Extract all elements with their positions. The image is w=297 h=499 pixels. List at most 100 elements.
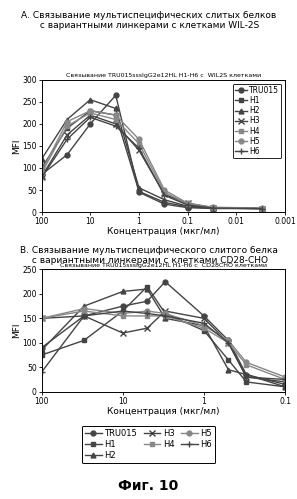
Line: H2: H2 — [39, 97, 264, 211]
H4 — [163, 313, 167, 319]
TRU015 — [163, 278, 167, 284]
H3 — [65, 132, 69, 138]
H2 — [65, 117, 69, 123]
H4 — [114, 117, 118, 123]
H2 — [137, 185, 141, 191]
TRU015 — [186, 205, 189, 211]
X-axis label: Концентрация (мкг/мл): Концентрация (мкг/мл) — [107, 228, 219, 237]
TRU015 — [202, 313, 206, 319]
H2 — [227, 367, 230, 373]
TRU015 — [137, 189, 141, 195]
H2 — [283, 384, 287, 390]
TRU015 — [163, 201, 166, 207]
H3 — [186, 200, 189, 206]
H5 — [40, 315, 43, 321]
H1 — [245, 379, 248, 385]
H1 — [121, 308, 124, 314]
H6 — [163, 192, 166, 198]
Y-axis label: MFI: MFI — [12, 323, 21, 338]
H3 — [137, 147, 141, 153]
H4 — [211, 205, 215, 211]
H6 — [82, 313, 86, 319]
TRU015 — [245, 372, 248, 378]
H4 — [260, 206, 264, 212]
TRU015 — [82, 313, 86, 319]
H4 — [121, 313, 124, 319]
TRU015 — [65, 152, 69, 158]
H3 — [163, 308, 167, 314]
H2 — [40, 156, 43, 162]
H5 — [211, 204, 215, 210]
H4 — [89, 110, 92, 116]
H3 — [245, 374, 248, 380]
H3 — [146, 325, 149, 331]
H4 — [82, 308, 86, 314]
H4 — [137, 141, 141, 147]
Y-axis label: MFI: MFI — [12, 138, 21, 154]
H4 — [245, 362, 248, 368]
H1 — [211, 205, 215, 211]
H5 — [65, 119, 69, 125]
H5 — [202, 323, 206, 329]
H3 — [114, 121, 118, 127]
H1 — [146, 283, 149, 289]
H5 — [163, 310, 167, 316]
H1 — [227, 357, 230, 363]
Legend: TRU015, H1, H2, H3, H4, H5, H6: TRU015, H1, H2, H3, H4, H5, H6 — [233, 84, 281, 158]
H6 — [114, 123, 118, 129]
H1 — [163, 200, 166, 206]
H3 — [82, 313, 86, 319]
TRU015 — [40, 345, 43, 351]
H6 — [186, 202, 189, 208]
H2 — [82, 303, 86, 309]
H5 — [137, 136, 141, 142]
Title: Связывание TRU015sssIgG2e12HL H1-H6 с  CD28CHO клетками: Связывание TRU015sssIgG2e12HL H1-H6 с CD… — [60, 262, 267, 267]
TRU015 — [211, 206, 215, 212]
TRU015 — [227, 337, 230, 343]
H2 — [89, 97, 92, 103]
H4 — [202, 325, 206, 331]
X-axis label: Концентрация (мкг/мл): Концентрация (мкг/мл) — [107, 407, 219, 416]
Line: H3: H3 — [38, 112, 265, 212]
Text: Фиг. 10: Фиг. 10 — [119, 479, 178, 493]
H5 — [163, 187, 166, 193]
Line: H4: H4 — [39, 308, 287, 382]
H2 — [202, 323, 206, 329]
H1 — [163, 310, 167, 316]
H3 — [283, 379, 287, 385]
Line: TRU015: TRU015 — [39, 279, 287, 387]
Legend: TRU015, H1, H2, H3, H4, H5, H6: TRU015, H1, H2, H3, H4, H5, H6 — [82, 426, 215, 464]
H4 — [65, 123, 69, 129]
H6 — [40, 369, 43, 375]
H6 — [211, 205, 215, 211]
H1 — [283, 384, 287, 390]
TRU015 — [146, 298, 149, 304]
H2 — [260, 206, 264, 212]
H3 — [40, 315, 43, 321]
H4 — [40, 315, 43, 321]
TRU015 — [283, 381, 287, 387]
H6 — [40, 175, 43, 181]
H6 — [245, 374, 248, 380]
H5 — [283, 374, 287, 380]
H5 — [121, 310, 124, 316]
H6 — [121, 308, 124, 314]
H2 — [114, 105, 118, 111]
H2 — [40, 347, 43, 353]
Line: H5: H5 — [39, 306, 287, 379]
Text: В. Связывание мультиспецифического слитого белка
 с вариантными линкерами с клет: В. Связывание мультиспецифического слито… — [20, 246, 277, 265]
H2 — [245, 372, 248, 378]
H2 — [163, 315, 167, 321]
Text: А. Связывание мультиспецифических слитых белков
 с вариантными линкерами с клетк: А. Связывание мультиспецифических слитых… — [21, 11, 276, 30]
Title: Связывание TRU015sssIgG2e12HL H1-H6 с  WIL2S клетками: Связывание TRU015sssIgG2e12HL H1-H6 с WI… — [66, 73, 261, 78]
H5 — [114, 112, 118, 118]
H3 — [211, 205, 215, 211]
Line: H2: H2 — [39, 286, 287, 389]
H1 — [202, 328, 206, 334]
H2 — [211, 205, 215, 211]
H1 — [40, 352, 43, 358]
H3 — [227, 340, 230, 346]
Line: H4: H4 — [39, 110, 264, 211]
H6 — [137, 145, 141, 151]
Line: H1: H1 — [39, 108, 264, 211]
